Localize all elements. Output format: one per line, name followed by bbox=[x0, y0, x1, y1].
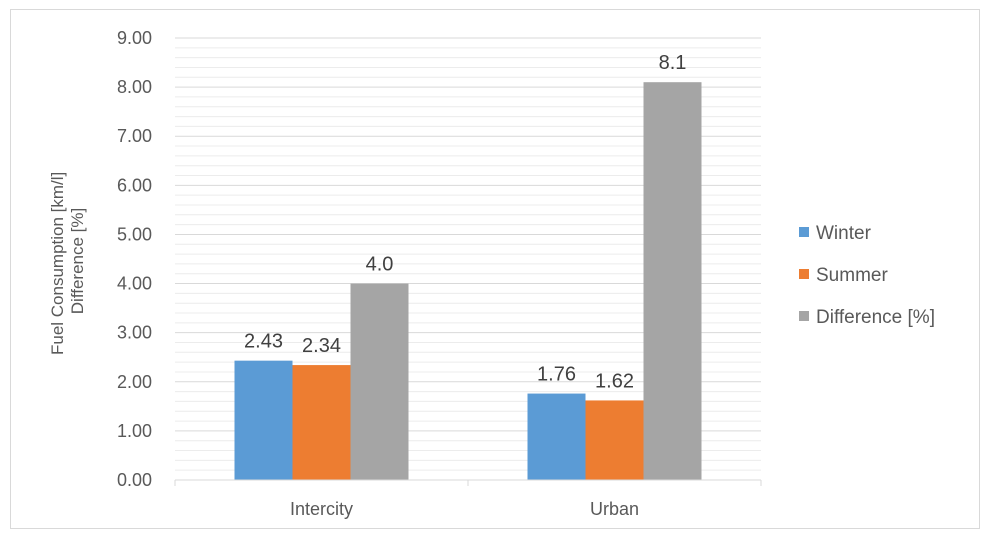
y-axis-title-line-2: Difference [%] bbox=[68, 208, 87, 314]
y-axis-tick-labels: 0.00 1.00 2.00 3.00 4.00 5.00 6.00 7.00 8.00 9.00 bbox=[117, 28, 152, 490]
legend: Winter Summer Difference [%] bbox=[799, 223, 935, 328]
y-tick-label: 1.00 bbox=[117, 421, 152, 441]
legend-label: Summer bbox=[816, 265, 888, 286]
data-label: 1.62 bbox=[595, 370, 634, 392]
data-label: 1.76 bbox=[537, 364, 576, 386]
y-tick-label: 0.00 bbox=[117, 470, 152, 490]
y-tick-label: 4.00 bbox=[117, 274, 152, 294]
y-tick-label: 8.00 bbox=[117, 77, 152, 97]
x-category-label: Urban bbox=[590, 499, 639, 519]
bar-chart: 0.00 1.00 2.00 3.00 4.00 5.00 6.00 7.00 8.00 9.00… bbox=[48, 28, 935, 519]
legend-swatch bbox=[799, 269, 809, 279]
bar bbox=[585, 400, 644, 480]
x-axis-category-labels: Intercity Urban bbox=[290, 499, 639, 519]
bar bbox=[527, 393, 586, 480]
data-label: 2.34 bbox=[302, 335, 341, 357]
data-label: 4.0 bbox=[366, 254, 394, 276]
data-label: 2.43 bbox=[244, 331, 283, 353]
y-tick-label: 5.00 bbox=[117, 224, 152, 244]
y-tick-label: 7.00 bbox=[117, 126, 152, 146]
legend-label: Winter bbox=[816, 223, 872, 244]
legend-label: Difference [%] bbox=[816, 307, 935, 328]
bar bbox=[234, 360, 293, 480]
bar bbox=[292, 365, 351, 480]
y-tick-label: 2.00 bbox=[117, 372, 152, 392]
legend-swatch bbox=[799, 311, 809, 321]
data-label: 8.1 bbox=[659, 52, 687, 74]
bar bbox=[350, 283, 409, 480]
data-labels: 2.43 2.34 4.0 1.76 1.62 8.1 bbox=[244, 52, 686, 392]
y-tick-label: 3.00 bbox=[117, 323, 152, 343]
y-axis-title-line-1: Fuel Consumption [km/l] bbox=[48, 172, 67, 355]
chart-frame: 0.00 1.00 2.00 3.00 4.00 5.00 6.00 7.00 8.00 9.00… bbox=[10, 9, 980, 529]
y-axis-title: Fuel Consumption [km/l] Difference [%] bbox=[48, 167, 87, 355]
legend-swatch bbox=[799, 227, 809, 237]
bars bbox=[234, 82, 702, 480]
x-category-label: Intercity bbox=[290, 499, 353, 519]
bar bbox=[643, 82, 702, 480]
y-tick-label: 9.00 bbox=[117, 28, 152, 48]
y-tick-label: 6.00 bbox=[117, 175, 152, 195]
